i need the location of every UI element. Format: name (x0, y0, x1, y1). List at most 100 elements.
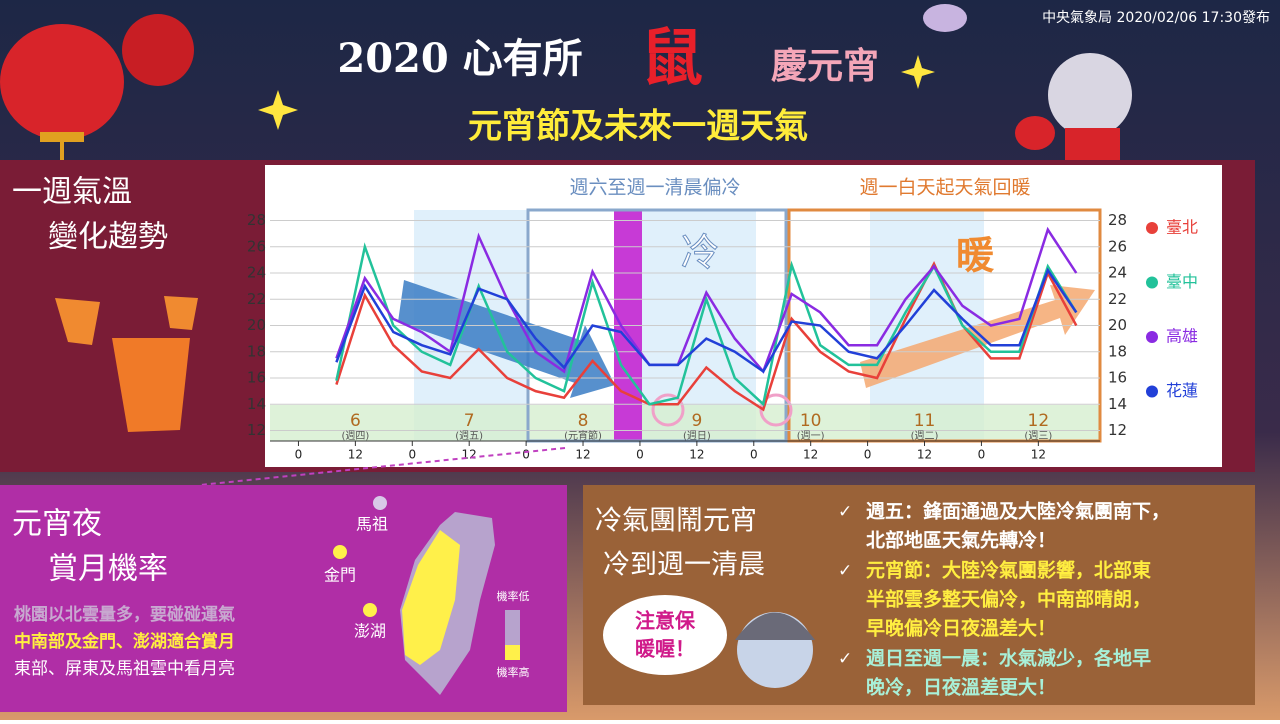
day-label: 6 (350, 411, 361, 431)
day-label: 8 (578, 411, 589, 431)
panel-title: 變化趨勢 (48, 220, 168, 255)
mascot (735, 612, 815, 688)
y2-tick-label: 18 (1108, 342, 1127, 360)
scale-label: 機率低 (497, 589, 530, 603)
panel-title: 一週氣溫 (12, 175, 132, 210)
legend-swatch (1146, 385, 1158, 398)
y-tick-label: 22 (247, 290, 266, 308)
panel-title: 冷到週一清晨 (603, 550, 765, 581)
legend-label: 花蓮 (1166, 381, 1198, 400)
legend-label: 臺北 (1166, 218, 1198, 237)
legend-swatch (1146, 222, 1158, 234)
day-label: 10 (800, 411, 822, 431)
y-tick-label: 14 (247, 395, 266, 413)
annotation: 暖 (956, 234, 995, 278)
y-tick-label: 24 (247, 264, 266, 282)
bubble-text: 注意保 (635, 609, 696, 633)
y2-tick-label: 14 (1108, 395, 1127, 413)
lanterns (0, 4, 1132, 170)
weekday-label: (週一) (797, 430, 825, 442)
place: 金門 (324, 566, 356, 585)
series-line (335, 226, 1078, 374)
scale-label: 機率高 (497, 665, 530, 679)
sky-lanterns (55, 296, 198, 432)
x-tick-label: 12 (917, 448, 932, 462)
legend-swatch (1146, 276, 1158, 289)
x-tick-label: 0 (750, 448, 758, 462)
bullet-text: 週五：鋒面通過及大陸冷氣團南下， (866, 500, 1170, 523)
y-tick-label: 26 (247, 237, 266, 255)
panel-title: 元宵夜 (12, 507, 102, 542)
x-tick-label: 0 (408, 448, 416, 462)
y2-tick-label: 20 (1108, 316, 1127, 334)
day-label: 11 (914, 411, 936, 431)
y2-tick-label: 22 (1108, 290, 1127, 308)
annotation: 冷 (681, 231, 719, 275)
note: 東部、屏東及馬祖雲中看月亮 (14, 659, 235, 679)
x-tick-label: 12 (689, 448, 704, 462)
y2-tick-label: 28 (1108, 211, 1127, 229)
check: ✓ (838, 502, 852, 522)
x-tick-label: 12 (348, 448, 363, 462)
note: 桃園以北雲量多，要碰碰運氣 (14, 604, 235, 625)
x-tick-label: 0 (864, 448, 872, 462)
series-line (335, 267, 1078, 374)
x-tick-label: 12 (1031, 448, 1046, 462)
day-label: 12 (1028, 411, 1050, 431)
y-tick-label: 18 (247, 342, 266, 360)
day-label: 9 (691, 411, 702, 431)
bullet-text: 早晚偏冷日夜溫差大！ (866, 617, 1056, 640)
title: 2020 心有所 (337, 35, 582, 82)
weekday-label: (週四) (341, 430, 369, 442)
series-line (335, 242, 1078, 407)
title-rat: 鼠 (641, 21, 703, 94)
place: 澎湖 (354, 622, 386, 641)
y2-tick-label: 12 (1108, 421, 1127, 439)
y2-tick-label: 26 (1108, 237, 1127, 255)
weekday-label: (週日) (683, 430, 711, 442)
bullets: ✓ 週五：鋒面通過及大陸冷氣團南下， 北部地區天氣先轉冷！ ✓ 元宵節：大陸冷氣團影響，… (838, 500, 1170, 699)
bullet-text: 元宵節：大陸冷氣團影響，北部東 (866, 559, 1151, 582)
legend-label: 臺中 (1166, 272, 1198, 291)
speech-bubble (603, 595, 727, 675)
x-tick-label: 12 (462, 448, 477, 462)
y-tick-label: 20 (247, 316, 266, 334)
note: 中南部及金門、澎湖適合賞月 (14, 631, 235, 652)
check: ✓ (838, 649, 852, 669)
weekday-label: (週二) (911, 430, 939, 442)
x-tick-label: 0 (522, 448, 530, 462)
y-tick-label: 12 (247, 421, 266, 439)
y2-tick-label: 16 (1108, 369, 1127, 387)
bullet-text: 半部雲多整天偏冷，中南部晴朗， (866, 588, 1151, 611)
check: ✓ (838, 561, 852, 581)
legend-swatch (1146, 331, 1158, 343)
source: 中央氣象局 2020/02/06 17:30發布 (1042, 10, 1270, 26)
panel-title: 冷氣團鬧元宵 (595, 506, 757, 537)
weekday-label: (週三) (1024, 430, 1052, 442)
x-tick-label: 0 (978, 448, 986, 462)
annotation: 週一白天起天氣回暖 (859, 177, 1030, 199)
y-tick-label: 16 (247, 369, 266, 387)
day-label: 7 (464, 411, 475, 431)
place: 馬祖 (356, 515, 388, 534)
title-end: 慶元宵 (771, 46, 879, 87)
x-tick-label: 0 (295, 448, 303, 462)
weekday-label: (元宵節) (564, 429, 602, 442)
x-tick-label: 0 (636, 448, 644, 462)
bullet-text: 晚冷，日夜溫差更大！ (866, 676, 1056, 699)
panel-title: 賞月機率 (48, 552, 168, 587)
bullet-text: 北部地區天氣先轉冷！ (866, 529, 1056, 552)
map (333, 496, 520, 695)
bubble-text: 暖喔！ (635, 637, 695, 661)
annotation: 週六至週一清晨偏冷 (569, 177, 740, 199)
weekday-label: (週五) (455, 430, 483, 442)
x-tick-label: 12 (803, 448, 818, 462)
plot: 12 12 14 14 16 16 18 18 20 20 22 22 24 24 26 26 28 28 0 12 0… (247, 211, 1198, 462)
y-tick-label: 28 (247, 211, 266, 229)
subtitle: 元宵節及未來一週天氣 (468, 107, 808, 147)
legend-label: 高雄 (1166, 327, 1198, 346)
bullet-text: 週日至週一晨：水氣減少，各地早 (866, 647, 1151, 670)
x-tick-label: 12 (575, 448, 590, 462)
